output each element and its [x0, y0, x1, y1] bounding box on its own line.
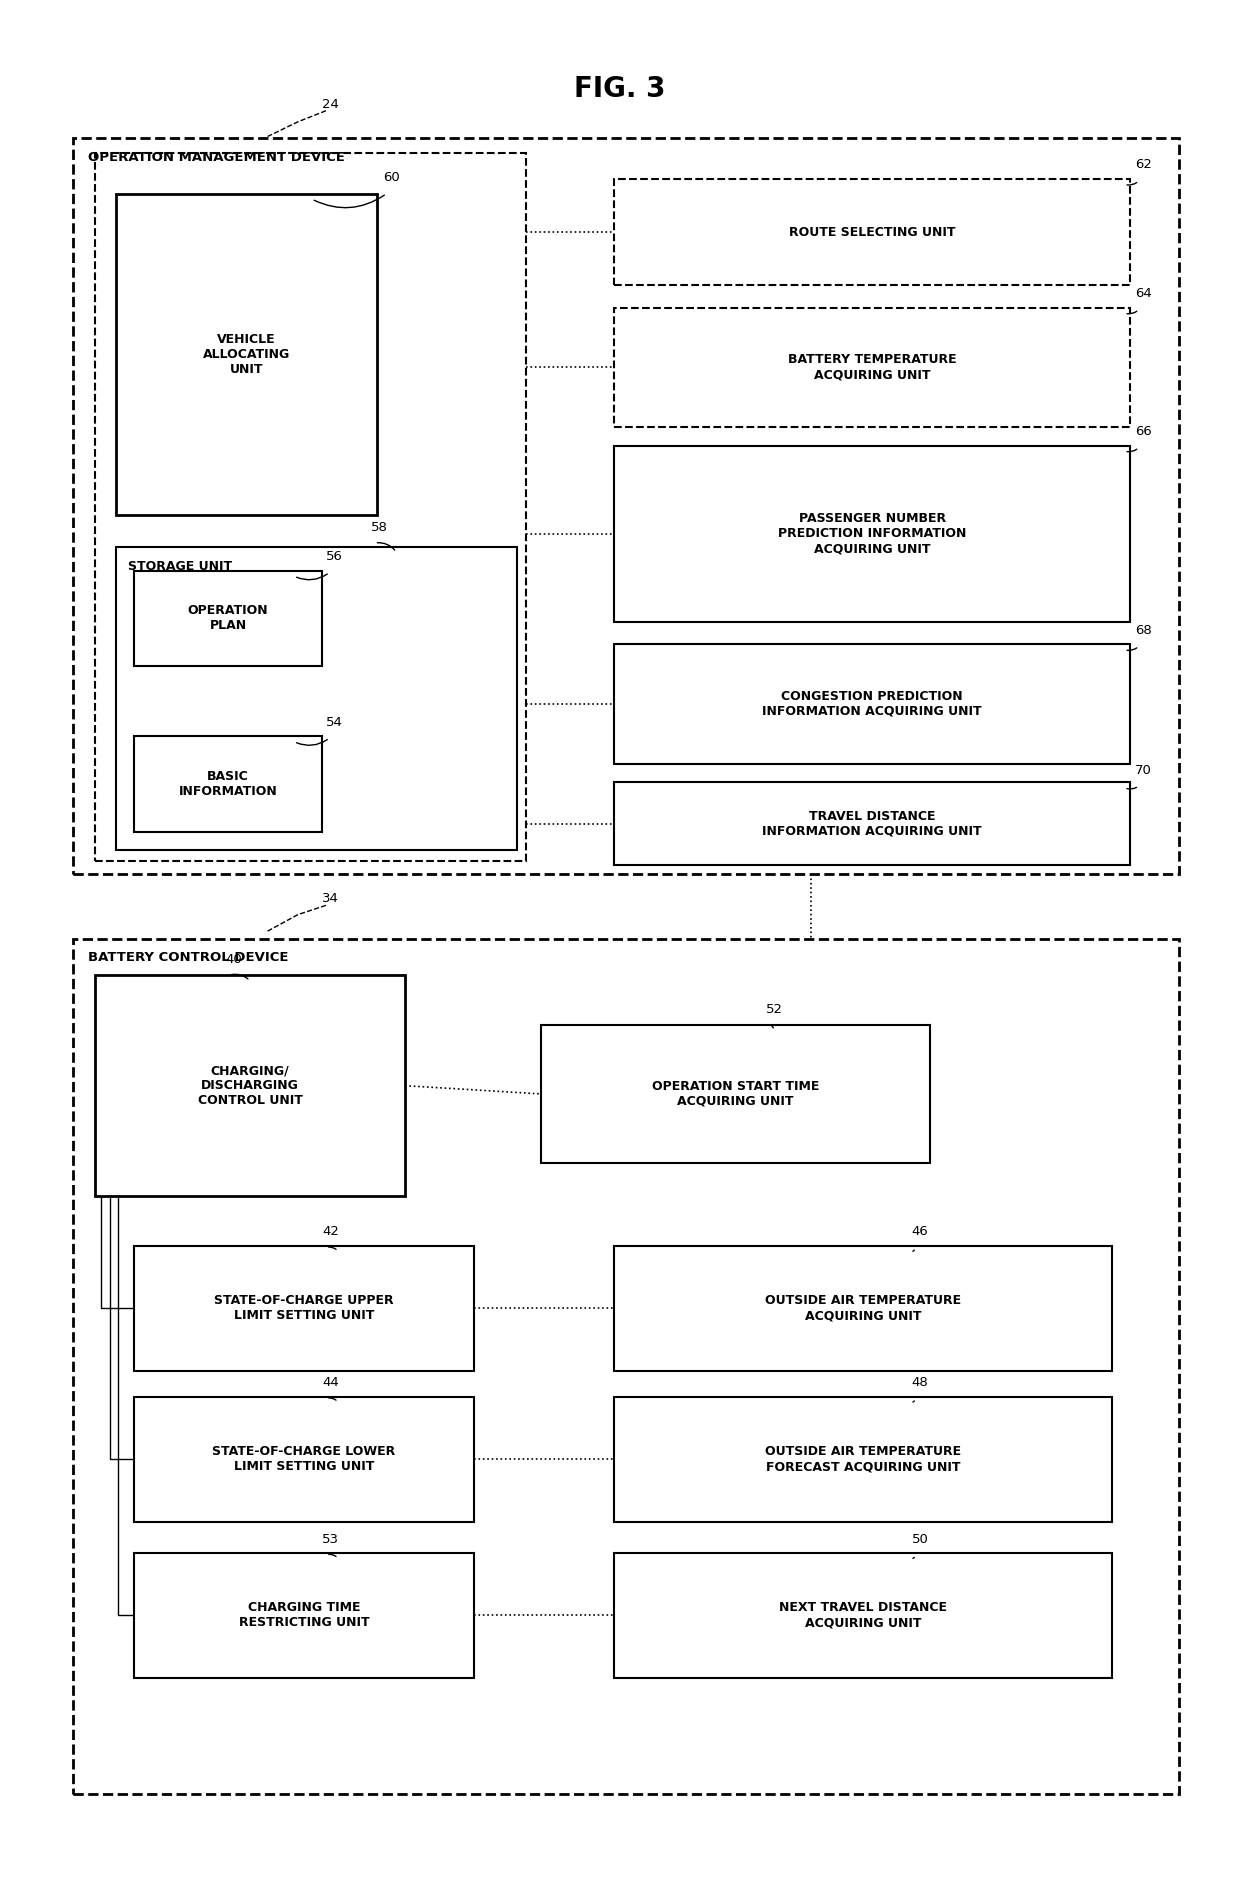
Text: OPERATION
PLAN: OPERATION PLAN	[187, 604, 268, 633]
Text: 46: 46	[911, 1226, 929, 1239]
Text: 24: 24	[322, 98, 340, 111]
FancyBboxPatch shape	[95, 976, 405, 1196]
Text: 34: 34	[322, 892, 340, 905]
Text: TRAVEL DISTANCE
INFORMATION ACQUIRING UNIT: TRAVEL DISTANCE INFORMATION ACQUIRING UN…	[763, 809, 982, 837]
Text: CONGESTION PREDICTION
INFORMATION ACQUIRING UNIT: CONGESTION PREDICTION INFORMATION ACQUIR…	[763, 691, 982, 719]
Text: 54: 54	[326, 715, 342, 728]
Text: 48: 48	[911, 1376, 929, 1389]
Text: BATTERY TEMPERATURE
ACQUIRING UNIT: BATTERY TEMPERATURE ACQUIRING UNIT	[787, 353, 956, 381]
FancyBboxPatch shape	[614, 1396, 1112, 1522]
Text: 60: 60	[383, 171, 399, 184]
Text: 62: 62	[1136, 158, 1152, 171]
Text: STATE-OF-CHARGE LOWER
LIMIT SETTING UNIT: STATE-OF-CHARGE LOWER LIMIT SETTING UNIT	[212, 1445, 396, 1473]
Text: 68: 68	[1136, 623, 1152, 636]
FancyBboxPatch shape	[134, 571, 322, 666]
Text: OUTSIDE AIR TEMPERATURE
FORECAST ACQUIRING UNIT: OUTSIDE AIR TEMPERATURE FORECAST ACQUIRI…	[765, 1445, 961, 1473]
Text: OPERATION MANAGEMENT DEVICE: OPERATION MANAGEMENT DEVICE	[88, 152, 345, 163]
Text: 70: 70	[1136, 764, 1152, 777]
FancyBboxPatch shape	[134, 1396, 474, 1522]
Text: OPERATION START TIME
ACQUIRING UNIT: OPERATION START TIME ACQUIRING UNIT	[652, 1079, 820, 1107]
Text: 52: 52	[766, 1002, 782, 1015]
Text: STATE-OF-CHARGE UPPER
LIMIT SETTING UNIT: STATE-OF-CHARGE UPPER LIMIT SETTING UNIT	[215, 1295, 394, 1321]
FancyBboxPatch shape	[134, 1552, 474, 1678]
Text: 44: 44	[322, 1376, 339, 1389]
Text: 56: 56	[326, 550, 342, 563]
Text: PASSENGER NUMBER
PREDICTION INFORMATION
ACQUIRING UNIT: PASSENGER NUMBER PREDICTION INFORMATION …	[777, 512, 966, 556]
Text: OUTSIDE AIR TEMPERATURE
ACQUIRING UNIT: OUTSIDE AIR TEMPERATURE ACQUIRING UNIT	[765, 1295, 961, 1321]
FancyBboxPatch shape	[614, 1552, 1112, 1678]
Text: 40: 40	[224, 954, 242, 967]
FancyBboxPatch shape	[614, 1246, 1112, 1370]
FancyBboxPatch shape	[614, 308, 1131, 428]
FancyBboxPatch shape	[134, 736, 322, 832]
FancyBboxPatch shape	[115, 193, 377, 516]
Text: FIG. 3: FIG. 3	[574, 75, 666, 103]
Text: BASIC
INFORMATION: BASIC INFORMATION	[179, 770, 278, 798]
FancyBboxPatch shape	[614, 644, 1131, 764]
FancyBboxPatch shape	[614, 178, 1131, 285]
Text: ROUTE SELECTING UNIT: ROUTE SELECTING UNIT	[789, 225, 955, 238]
FancyBboxPatch shape	[73, 139, 1179, 875]
Text: CHARGING TIME
RESTRICTING UNIT: CHARGING TIME RESTRICTING UNIT	[239, 1601, 370, 1629]
FancyBboxPatch shape	[541, 1025, 930, 1164]
Text: 66: 66	[1136, 426, 1152, 437]
Text: CHARGING/
DISCHARGING
CONTROL UNIT: CHARGING/ DISCHARGING CONTROL UNIT	[197, 1064, 303, 1107]
Text: 58: 58	[371, 520, 388, 533]
Text: 50: 50	[911, 1532, 929, 1545]
FancyBboxPatch shape	[73, 938, 1179, 1794]
Text: STORAGE UNIT: STORAGE UNIT	[128, 559, 232, 572]
Text: 42: 42	[322, 1226, 340, 1239]
Text: VEHICLE
ALLOCATING
UNIT: VEHICLE ALLOCATING UNIT	[202, 332, 290, 375]
Text: 53: 53	[322, 1532, 340, 1545]
Text: NEXT TRAVEL DISTANCE
ACQUIRING UNIT: NEXT TRAVEL DISTANCE ACQUIRING UNIT	[779, 1601, 947, 1629]
FancyBboxPatch shape	[614, 445, 1131, 621]
FancyBboxPatch shape	[614, 783, 1131, 865]
Text: BATTERY CONTROL DEVICE: BATTERY CONTROL DEVICE	[88, 952, 288, 965]
FancyBboxPatch shape	[134, 1246, 474, 1370]
FancyBboxPatch shape	[115, 546, 517, 850]
FancyBboxPatch shape	[95, 154, 527, 862]
Text: 64: 64	[1136, 287, 1152, 300]
